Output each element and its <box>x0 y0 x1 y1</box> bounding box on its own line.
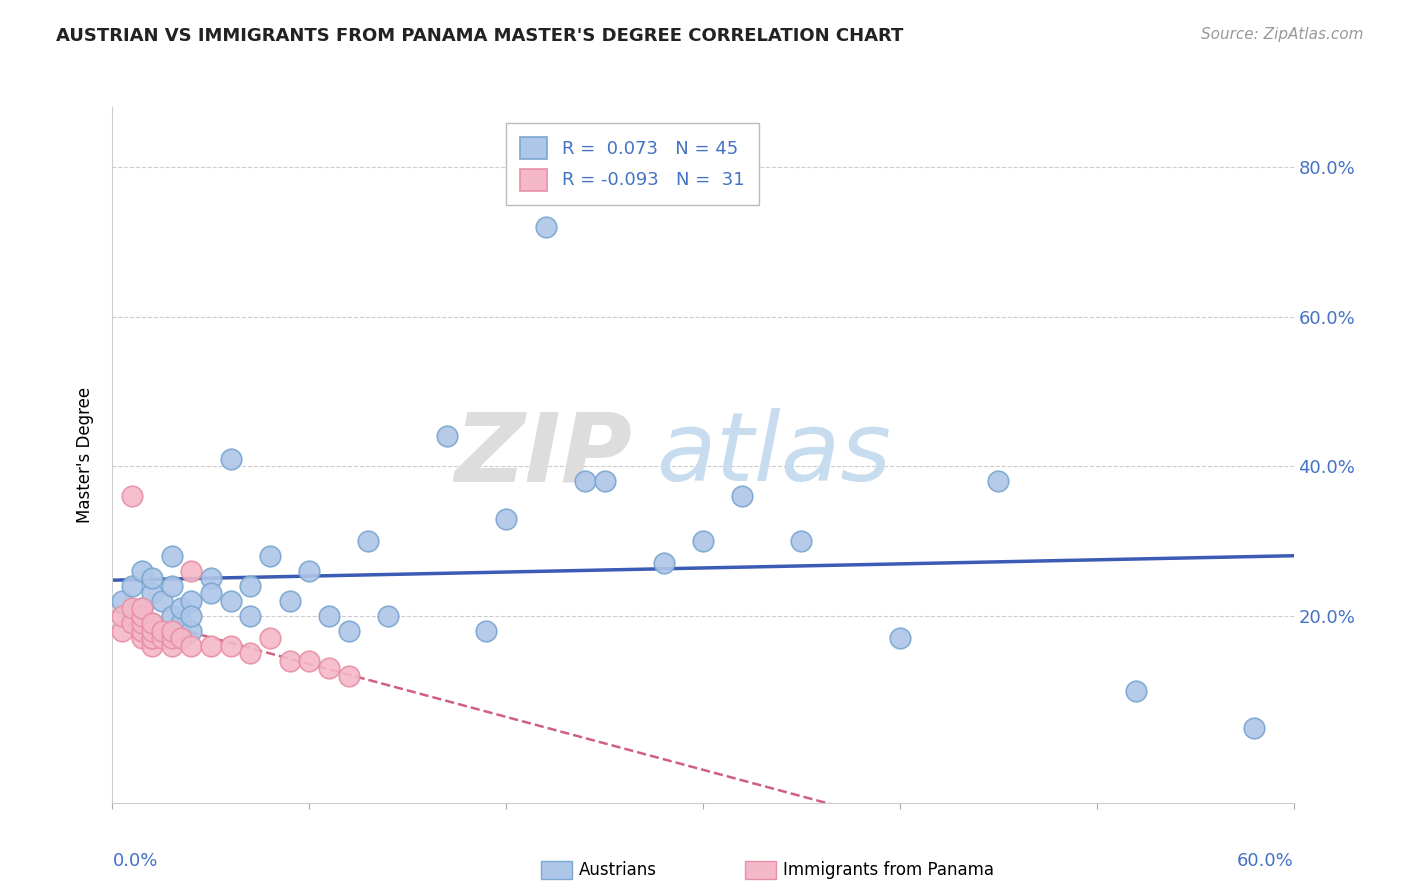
Point <box>160 549 183 563</box>
Point <box>121 579 143 593</box>
Point <box>1243 721 1265 735</box>
Text: ZIP: ZIP <box>454 409 633 501</box>
Point <box>150 631 173 645</box>
Point <box>180 594 202 608</box>
Point <box>180 564 202 578</box>
Point <box>318 661 340 675</box>
Point <box>239 608 262 623</box>
Point <box>141 631 163 645</box>
Point <box>180 624 202 638</box>
Point <box>141 616 163 631</box>
Point <box>150 624 173 638</box>
Legend: R =  0.073   N = 45, R = -0.093   N =  31: R = 0.073 N = 45, R = -0.093 N = 31 <box>506 123 759 205</box>
Point <box>200 639 222 653</box>
Point <box>111 624 134 638</box>
Point <box>377 608 399 623</box>
Point <box>259 549 281 563</box>
Point <box>141 616 163 631</box>
Point <box>160 579 183 593</box>
Point <box>219 451 242 466</box>
Point <box>357 533 380 548</box>
Text: 0.0%: 0.0% <box>112 852 157 870</box>
Point <box>692 533 714 548</box>
Point <box>150 594 173 608</box>
Point <box>278 594 301 608</box>
Point <box>170 601 193 615</box>
Point <box>200 586 222 600</box>
Point <box>131 564 153 578</box>
Point <box>131 608 153 623</box>
Point <box>131 624 153 638</box>
Point <box>239 579 262 593</box>
Point <box>652 557 675 571</box>
Point <box>593 474 616 488</box>
Point <box>141 571 163 585</box>
Point <box>131 601 153 615</box>
Point <box>534 219 557 234</box>
Text: AUSTRIAN VS IMMIGRANTS FROM PANAMA MASTER'S DEGREE CORRELATION CHART: AUSTRIAN VS IMMIGRANTS FROM PANAMA MASTE… <box>56 27 904 45</box>
Y-axis label: Master's Degree: Master's Degree <box>76 387 94 523</box>
Point <box>141 631 163 645</box>
Point <box>150 624 173 638</box>
Point <box>790 533 813 548</box>
Point <box>141 624 163 638</box>
Text: atlas: atlas <box>655 409 891 501</box>
Point <box>131 631 153 645</box>
Point <box>298 564 321 578</box>
Point <box>160 639 183 653</box>
Point <box>219 639 242 653</box>
Point <box>180 639 202 653</box>
Point <box>160 624 183 638</box>
Point <box>121 608 143 623</box>
Point <box>121 489 143 503</box>
Point <box>731 489 754 503</box>
Point <box>141 639 163 653</box>
Point <box>200 571 222 585</box>
Point <box>160 631 183 645</box>
Point <box>170 631 193 645</box>
Point <box>1125 683 1147 698</box>
Point <box>337 624 360 638</box>
Point <box>987 474 1010 488</box>
Text: 60.0%: 60.0% <box>1237 852 1294 870</box>
Point <box>318 608 340 623</box>
Point <box>121 601 143 615</box>
Point <box>131 616 153 631</box>
Point <box>475 624 498 638</box>
Point <box>337 668 360 682</box>
Point <box>495 511 517 525</box>
Point <box>574 474 596 488</box>
Point <box>239 646 262 660</box>
Point <box>436 429 458 443</box>
Point <box>259 631 281 645</box>
Point <box>111 608 134 623</box>
Point <box>889 631 911 645</box>
Point <box>219 594 242 608</box>
Point <box>180 608 202 623</box>
Point <box>111 594 134 608</box>
Point <box>170 616 193 631</box>
Point <box>141 586 163 600</box>
Point <box>298 654 321 668</box>
Text: Immigrants from Panama: Immigrants from Panama <box>783 861 994 879</box>
Point <box>278 654 301 668</box>
Point <box>131 601 153 615</box>
Text: Source: ZipAtlas.com: Source: ZipAtlas.com <box>1201 27 1364 42</box>
Point <box>121 616 143 631</box>
Point <box>160 608 183 623</box>
Text: Austrians: Austrians <box>579 861 657 879</box>
